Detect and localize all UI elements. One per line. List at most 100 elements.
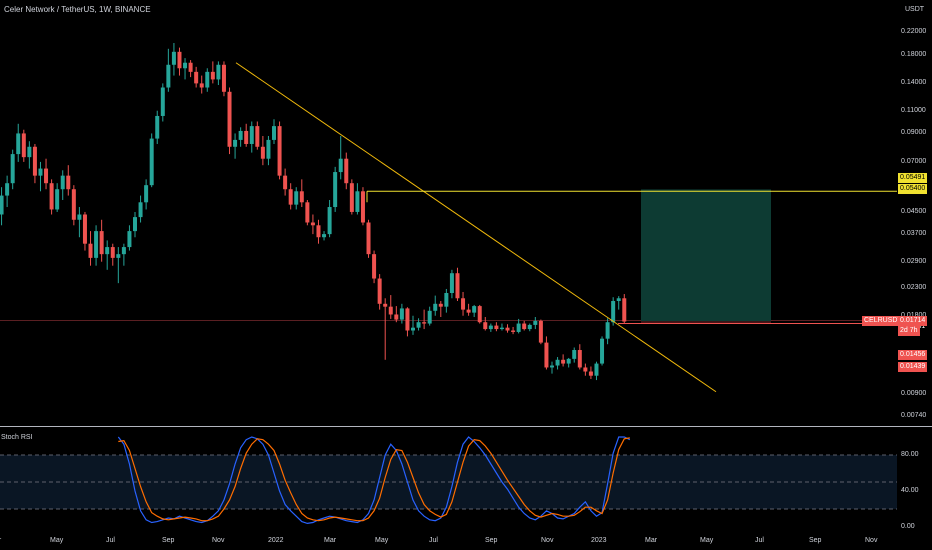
- candle-body: [160, 87, 165, 116]
- price-tick-label: 0.04500: [901, 207, 927, 215]
- candle-body: [166, 64, 171, 88]
- candle-body: [110, 247, 115, 258]
- candle-body: [171, 51, 176, 65]
- time-tick-label: ar: [0, 537, 1, 544]
- candle-body: [294, 191, 299, 205]
- price-tag-b: 0.01439: [898, 362, 928, 372]
- candle-body: [538, 320, 543, 343]
- candle-body: [572, 350, 577, 359]
- candle-body: [344, 158, 349, 184]
- stoch-k-line: [117, 436, 631, 525]
- position-zones: [618, 189, 897, 324]
- candle-body: [427, 310, 432, 324]
- candle-body: [499, 327, 504, 330]
- candle-body: [99, 231, 104, 255]
- time-tick-label: 2023: [591, 537, 607, 544]
- candle-body: [338, 158, 343, 173]
- candle-body: [349, 183, 354, 212]
- time-tick-label: Sep: [162, 537, 175, 544]
- candle-body: [449, 273, 454, 294]
- candle-body: [188, 62, 193, 72]
- profit-zone: [641, 189, 771, 322]
- candle-body: [177, 51, 182, 69]
- candle-body: [394, 314, 399, 320]
- time-tick-label: Mar: [645, 537, 658, 544]
- price-tick-label: 0.02300: [901, 283, 927, 291]
- candle-body: [127, 231, 132, 248]
- candle-body: [233, 139, 238, 147]
- candle-body: [494, 325, 499, 330]
- candle-body: [438, 303, 443, 307]
- candle-body: [94, 231, 99, 258]
- price-tick-label: 0.22000: [901, 28, 927, 36]
- drawing-lines: [235, 62, 897, 393]
- time-tick-label: Sep: [809, 537, 822, 544]
- candle-body: [216, 64, 221, 80]
- candle-body: [38, 168, 43, 176]
- rsi-tick-label: 80.00: [901, 451, 919, 458]
- candle-body: [288, 189, 293, 205]
- candle-body: [411, 327, 415, 331]
- candle-body: [377, 278, 382, 304]
- candle-body: [566, 358, 571, 364]
- candle-body: [205, 71, 210, 88]
- candle-body: [550, 365, 554, 368]
- candle-body: [422, 322, 427, 324]
- candle-body: [360, 191, 365, 223]
- candle-body: [121, 247, 126, 255]
- candle-body: [105, 247, 110, 255]
- candle-body: [616, 298, 621, 302]
- candle-body: [600, 338, 605, 364]
- time-tick-label: Nov: [541, 537, 554, 544]
- candle-body: [144, 185, 149, 203]
- chart-title: Celer Network / TetherUS, 1W, BINANCE: [4, 5, 151, 14]
- candle-body: [622, 298, 627, 322]
- candle-body: [594, 363, 599, 376]
- price-tick-label: 0.11000: [901, 106, 926, 114]
- candle-body: [527, 324, 532, 330]
- candle-body: [322, 234, 327, 238]
- rsi-tick-label: 40.00: [901, 487, 919, 494]
- stoch-rsi-panel: [0, 436, 897, 525]
- candle-body: [483, 322, 488, 330]
- stoch-rsi-label: Stoch RSI: [1, 434, 33, 441]
- candle-body: [27, 146, 32, 158]
- candle-body: [416, 322, 421, 328]
- candle-body: [544, 342, 549, 368]
- candle-body: [488, 325, 493, 330]
- candle-body: [305, 202, 310, 223]
- candle-body: [55, 189, 60, 210]
- candle-body: [388, 306, 393, 315]
- target-price-tag: 0.05491: [898, 173, 928, 183]
- candle-body: [10, 154, 15, 184]
- candle-body: [66, 175, 71, 190]
- countdown-tag: 2d 7h: [898, 326, 920, 336]
- candle-body: [244, 130, 249, 144]
- candle-body: [327, 207, 332, 235]
- symbol-tag: CELRUSDT: [862, 316, 904, 326]
- candle-body: [372, 254, 377, 279]
- candle-body: [32, 146, 37, 176]
- candle-body: [71, 189, 76, 220]
- candle-body: [466, 309, 471, 313]
- candle-body: [183, 62, 188, 69]
- candle-body: [5, 183, 10, 196]
- time-tick-label: Jul: [755, 537, 764, 544]
- time-tick-label: Mar: [324, 537, 337, 544]
- price-axis-unit: USDT: [905, 6, 925, 13]
- background-layer: [0, 320, 932, 427]
- price-tick-label: 0.02900: [901, 257, 927, 265]
- candle-body: [444, 293, 449, 307]
- resistance-price-tag: 0.05400: [898, 184, 928, 194]
- time-tick-label: Nov: [865, 537, 878, 544]
- price-tick-label: 0.09000: [901, 129, 927, 137]
- candle-body: [82, 214, 87, 244]
- candle-body: [277, 126, 282, 176]
- time-tick-label: Jul: [106, 537, 115, 544]
- price-tick-label: 0.00740: [901, 412, 927, 420]
- candle-body: [221, 64, 226, 92]
- time-tick-label: May: [50, 537, 64, 544]
- candle-body: [116, 254, 121, 258]
